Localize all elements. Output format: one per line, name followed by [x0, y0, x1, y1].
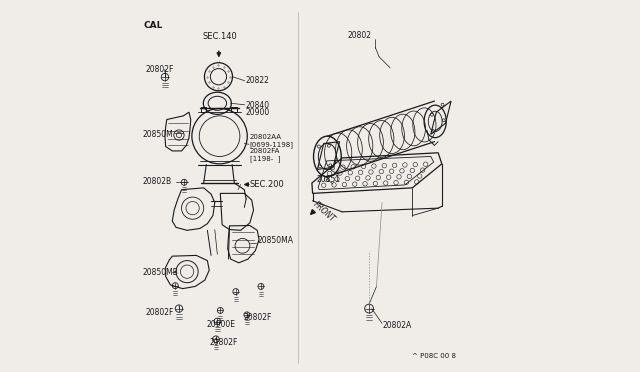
Text: SEC.140: SEC.140 — [203, 32, 237, 41]
Text: 20850MA: 20850MA — [257, 236, 293, 245]
Text: [1198-  ]: [1198- ] — [250, 155, 280, 162]
Text: [0699-1198]: [0699-1198] — [250, 141, 294, 148]
Text: FRONT: FRONT — [312, 200, 337, 224]
Text: 20900E: 20900E — [206, 320, 236, 329]
Text: 20802F: 20802F — [146, 65, 174, 74]
Text: 20840: 20840 — [245, 101, 269, 110]
Text: 20802A: 20802A — [382, 321, 412, 330]
Text: 20850MB: 20850MB — [143, 267, 179, 276]
Text: 20802F: 20802F — [209, 339, 237, 347]
Text: CAL: CAL — [143, 21, 163, 30]
Text: 20850M: 20850M — [143, 130, 173, 139]
Text: 20822: 20822 — [245, 76, 269, 85]
Text: 20802F: 20802F — [243, 312, 271, 321]
Text: 20802F: 20802F — [146, 308, 174, 317]
Text: 20802AA: 20802AA — [250, 134, 282, 140]
Text: 20802: 20802 — [348, 31, 372, 40]
Text: ^ P08C 00 8: ^ P08C 00 8 — [412, 353, 456, 359]
Text: 20802FA: 20802FA — [250, 148, 280, 154]
Text: 20851: 20851 — [316, 175, 340, 184]
Text: 20802B: 20802B — [143, 177, 172, 186]
Text: SEC.200: SEC.200 — [250, 180, 285, 189]
Text: 20900: 20900 — [245, 108, 269, 118]
